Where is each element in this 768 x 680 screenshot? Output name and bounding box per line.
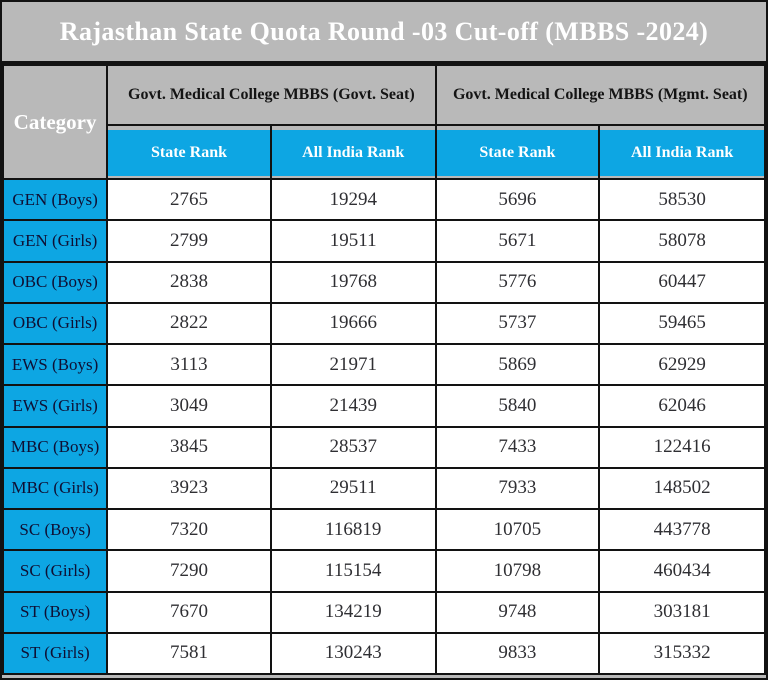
rank-cell: 7670 (106, 590, 272, 634)
category-cell: ST (Girls) (2, 631, 109, 676)
category-cell: SC (Girls) (2, 549, 109, 593)
rank-cell: 303181 (598, 590, 766, 634)
rank-cell: 58530 (598, 177, 766, 222)
category-cell: MBC (Girls) (2, 466, 109, 511)
sub-header-row: State Rank All India Rank State Rank All… (3, 124, 766, 180)
rank-cell: 19511 (269, 219, 437, 263)
table-row: OBC (Boys) 2838 19768 5776 60447 (2, 260, 766, 304)
col-header-all-india-rank-govt: All India Rank (271, 130, 435, 176)
rank-cell: 3845 (106, 425, 272, 469)
rank-cell: 7433 (434, 425, 601, 469)
category-cell: ST (Boys) (2, 590, 109, 634)
rank-cell: 19768 (269, 260, 437, 304)
rank-cell: 2838 (106, 260, 272, 304)
table-row: GEN (Girls) 2799 19511 5671 58078 (2, 219, 766, 263)
col-header-state-rank-mgmt: State Rank (436, 130, 599, 176)
rank-cell: 148502 (598, 466, 766, 511)
rank-cell: 134219 (269, 590, 437, 634)
rank-cell: 10798 (434, 549, 601, 593)
category-cell: EWS (Boys) (2, 342, 109, 387)
cutoff-table: Category Govt. Medical College MBBS (Gov… (2, 64, 766, 676)
rank-cell: 7320 (106, 507, 272, 552)
rank-cell: 5840 (434, 384, 601, 428)
rank-cell: 3113 (106, 342, 272, 387)
rank-cell: 5696 (434, 177, 601, 222)
category-cell: MBC (Boys) (2, 425, 109, 469)
rank-cell: 2822 (106, 301, 272, 346)
rank-cell: 2799 (106, 219, 272, 263)
table-row: ST (Girls) 7581 130243 9833 315332 (2, 631, 766, 676)
rank-cell: 315332 (598, 631, 766, 676)
table-row: EWS (Girls) 3049 21439 5840 62046 (2, 384, 766, 428)
rank-cell: 9748 (434, 590, 601, 634)
rank-cell: 460434 (598, 549, 766, 593)
rank-cell: 19666 (269, 301, 437, 346)
category-cell: GEN (Girls) (2, 219, 109, 263)
rank-cell: 115154 (269, 549, 437, 593)
group-header-row: Category Govt. Medical College MBBS (Gov… (2, 64, 766, 180)
category-cell: GEN (Boys) (2, 177, 109, 222)
category-column-header: Category (2, 64, 109, 180)
group-header-govt-seat: Govt. Medical College MBBS (Govt. Seat) (106, 64, 437, 126)
rank-cell: 5671 (434, 219, 601, 263)
table-row: ST (Boys) 7670 134219 9748 303181 (2, 590, 766, 634)
rank-cell: 9833 (434, 631, 601, 676)
category-cell: OBC (Girls) (2, 301, 109, 346)
rank-cell: 21439 (269, 384, 437, 428)
category-cell: SC (Boys) (2, 507, 109, 552)
rank-cell: 19294 (269, 177, 437, 222)
table-row: EWS (Boys) 3113 21971 5869 62929 (2, 342, 766, 387)
sub-header-cell: State Rank (106, 124, 272, 180)
rank-cell: 58078 (598, 219, 766, 263)
rank-cell: 122416 (598, 425, 766, 469)
rank-cell: 3049 (106, 384, 272, 428)
table-row: MBC (Girls) 3923 29511 7933 148502 (2, 466, 766, 511)
table-row: SC (Girls) 7290 115154 10798 460434 (2, 549, 766, 593)
rank-cell: 443778 (598, 507, 766, 552)
rank-cell: 130243 (269, 631, 437, 676)
rank-cell: 116819 (269, 507, 437, 552)
sub-header-cell: State Rank (434, 124, 601, 180)
sub-header-cell: All India Rank (598, 124, 766, 180)
category-cell: OBC (Boys) (2, 260, 109, 304)
category-cell: EWS (Girls) (2, 384, 109, 428)
rank-cell: 7933 (434, 466, 601, 511)
rank-cell: 62046 (598, 384, 766, 428)
table-body: GEN (Boys) 2765 19294 5696 58530 GEN (Girls) 2… (2, 177, 766, 676)
table-row: MBC (Boys) 3845 28537 7433 122416 (2, 425, 766, 469)
rank-cell: 3923 (106, 466, 272, 511)
rank-cell: 5737 (434, 301, 601, 346)
col-header-all-india-rank-mgmt: All India Rank (600, 130, 764, 176)
rank-cell: 21971 (269, 342, 437, 387)
table-row: SC (Boys) 7320 116819 10705 443778 (2, 507, 766, 552)
rank-cell: 7581 (106, 631, 272, 676)
rank-cell: 10705 (434, 507, 601, 552)
rank-cell: 28537 (269, 425, 437, 469)
rank-cell: 5776 (434, 260, 601, 304)
col-header-state-rank-govt: State Rank (108, 130, 270, 176)
table-row: GEN (Boys) 2765 19294 5696 58530 (2, 177, 766, 222)
group-header-mgmt-seat: Govt. Medical College MBBS (Mgmt. Seat) (434, 64, 766, 126)
rank-cell: 59465 (598, 301, 766, 346)
rank-cell: 29511 (269, 466, 437, 511)
rank-cell: 2765 (106, 177, 272, 222)
rank-cell: 7290 (106, 549, 272, 593)
rank-cell: 62929 (598, 342, 766, 387)
page-title: Rajasthan State Quota Round -03 Cut-off … (2, 2, 766, 64)
rank-cell: 60447 (598, 260, 766, 304)
sub-header-cell: All India Rank (269, 124, 437, 180)
table-row: OBC (Girls) 2822 19666 5737 59465 (2, 301, 766, 346)
rank-cell: 5869 (434, 342, 601, 387)
